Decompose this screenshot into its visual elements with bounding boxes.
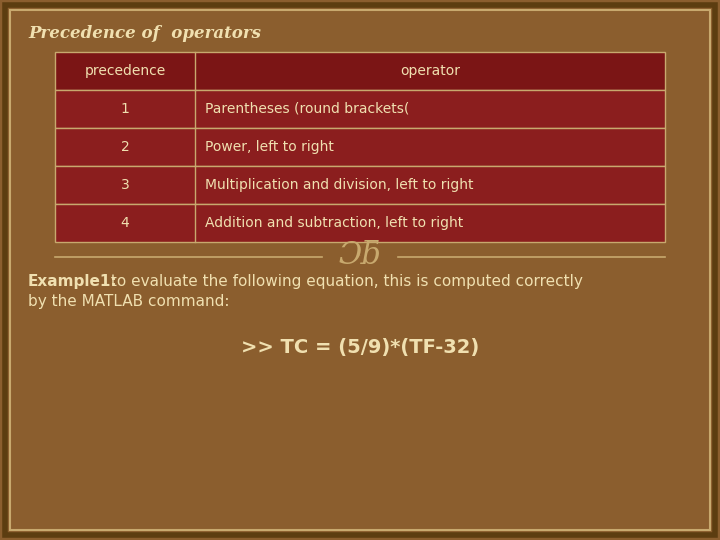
Text: Ɔƃ: Ɔƃ [338, 240, 382, 271]
Text: Parentheses (round brackets(: Parentheses (round brackets( [205, 102, 410, 116]
Text: operator: operator [400, 64, 460, 78]
Text: Power, left to right: Power, left to right [205, 140, 334, 154]
Text: 1: 1 [120, 102, 130, 116]
Bar [55, 128, 665, 166]
Text: Multiplication and division, left to right: Multiplication and division, left to rig… [205, 178, 474, 192]
Text: by the MATLAB command:: by the MATLAB command: [28, 294, 230, 309]
Text: 2: 2 [121, 140, 130, 154]
Text: 4: 4 [121, 216, 130, 230]
Text: Addition and subtraction, left to right: Addition and subtraction, left to right [205, 216, 463, 230]
Bar [55, 52, 665, 90]
Text: >> TC = (5/9)*(TF-32): >> TC = (5/9)*(TF-32) [241, 339, 479, 357]
Text: cf: cf [359, 254, 361, 255]
Text: Example1:: Example1: [28, 274, 117, 289]
Text: 3: 3 [121, 178, 130, 192]
Text: Precedence of  operators: Precedence of operators [28, 25, 261, 42]
Bar [55, 90, 665, 128]
Text: to evaluate the following equation, this is computed correctly: to evaluate the following equation, this… [106, 274, 583, 289]
Bar [55, 166, 665, 204]
Bar [55, 204, 665, 242]
Text: precedence: precedence [84, 64, 166, 78]
